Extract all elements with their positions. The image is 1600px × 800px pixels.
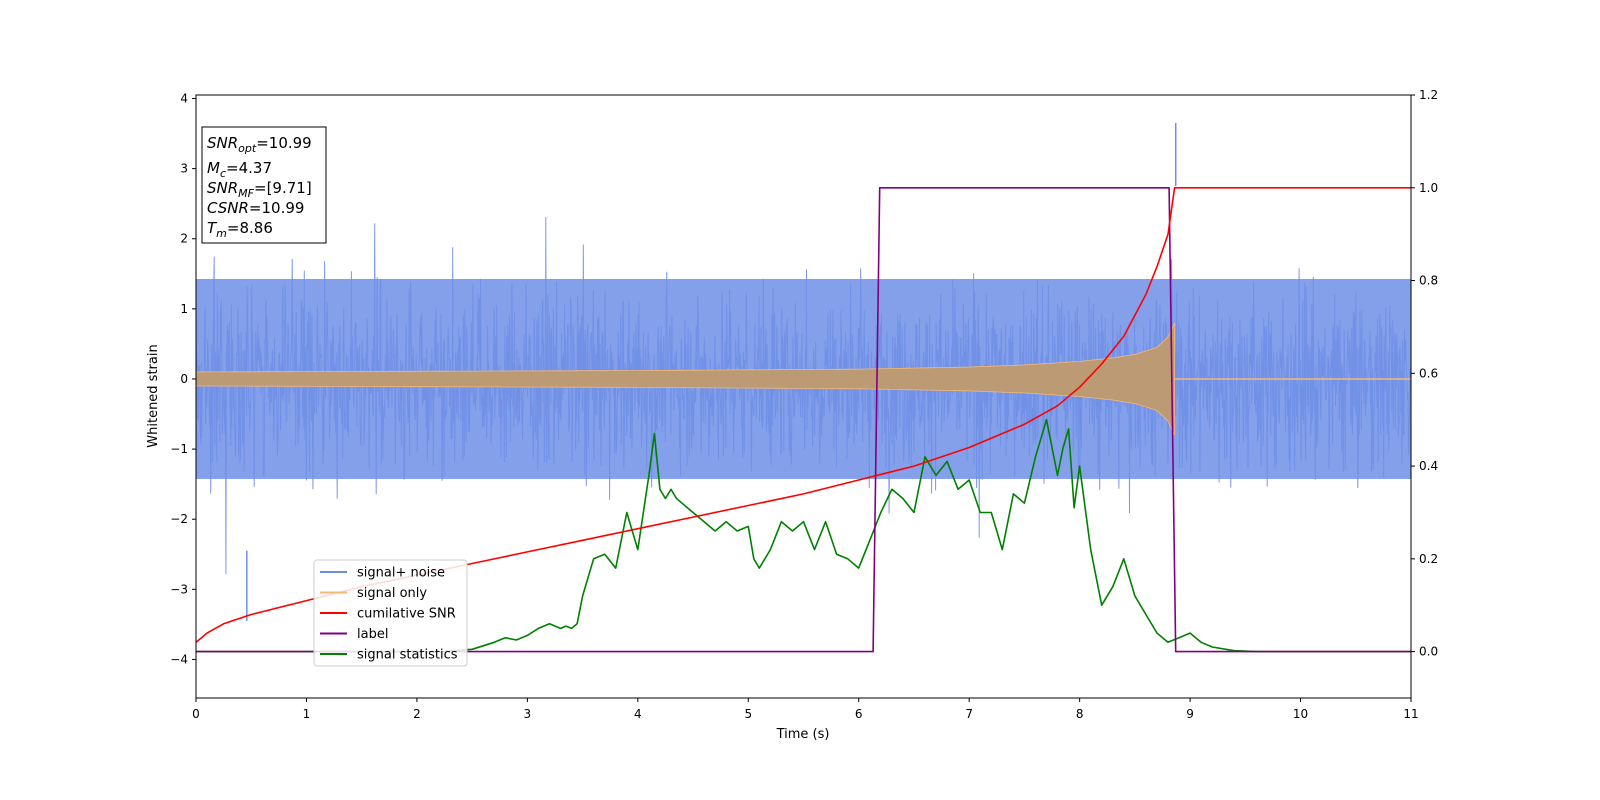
y-axis-label: Whitened strain <box>146 344 161 447</box>
signal-statistics-series <box>196 418 1411 653</box>
y2-axis-ticks: 0.0 0.2 0.4 0.6 0.8 1.0 1.2 <box>1411 88 1438 659</box>
y2-tick-label: 1.2 <box>1419 88 1438 102</box>
x-tick-label: 11 <box>1403 707 1418 721</box>
y2-tick-label: 0.2 <box>1419 552 1438 566</box>
annotation-line: SNRMF=[9.71] <box>207 179 312 200</box>
signal-only-area <box>196 322 1175 436</box>
y-tick-label: 2 <box>180 232 188 246</box>
signal-only-series <box>196 322 1411 436</box>
plot-frame <box>195 94 1412 699</box>
x-tick-label: 5 <box>744 707 752 721</box>
legend-label: signal statistics <box>357 648 458 663</box>
y2-tick-label: 0.4 <box>1419 459 1438 473</box>
legend-label: label <box>357 627 388 642</box>
x-tick-label: 4 <box>634 707 642 721</box>
x-tick-label: 7 <box>965 707 973 721</box>
annotation-line: Mc=4.37 <box>207 159 272 180</box>
y-tick-label: 1 <box>180 302 188 316</box>
y-axis-ticks: −4 −3 −2 −1 0 1 2 3 4 <box>170 92 196 666</box>
y2-tick-label: 0.6 <box>1419 366 1438 380</box>
y-tick-label: 4 <box>180 92 188 106</box>
y-tick-label: 0 <box>180 372 188 386</box>
annotation-line: Tm=8.86 <box>207 219 273 240</box>
y2-tick-label: 0.0 <box>1419 645 1438 659</box>
legend-frame <box>313 559 468 667</box>
y2-tick-label: 1.0 <box>1419 181 1438 195</box>
y2-tick-label: 0.8 <box>1419 274 1438 288</box>
x-tick-label: 2 <box>413 707 421 721</box>
legend-label: signal+ noise <box>357 566 445 581</box>
x-tick-label: 1 <box>303 707 311 721</box>
x-tick-label: 0 <box>192 707 200 721</box>
label-line <box>196 187 1411 653</box>
y-tick-label: −2 <box>170 512 188 526</box>
legend-label: signal only <box>357 586 427 601</box>
y-tick-label: 3 <box>180 162 188 176</box>
cumulative-snr-series <box>196 187 1411 643</box>
signal-statistics-line <box>196 418 1411 653</box>
y-tick-label: −3 <box>170 582 188 596</box>
x-tick-label: 9 <box>1186 707 1194 721</box>
x-tick-label: 10 <box>1293 707 1308 721</box>
annotation-line: SNRopt=10.99 <box>207 134 312 155</box>
x-tick-label: 3 <box>524 707 532 721</box>
y-tick-label: −1 <box>170 442 188 456</box>
annotation-frame <box>201 126 327 244</box>
plot-area <box>196 123 1411 653</box>
x-axis-label: Time (s) <box>776 727 830 742</box>
x-axis-ticks: 0 1 2 3 4 5 6 7 8 9 10 11 <box>192 698 1419 721</box>
annotation-line: CSNR=10.99 <box>207 199 304 217</box>
x-tick-label: 8 <box>1076 707 1084 721</box>
x-tick-label: 6 <box>855 707 863 721</box>
label-series <box>196 187 1411 653</box>
y-tick-label: −4 <box>170 652 188 666</box>
annotation-box: SNRopt=10.99 Mc=4.37SNRMF=[9.71]CSNR=10.9… <box>201 126 327 244</box>
cumulative-snr-line <box>196 187 1411 643</box>
legend: signal+ noise signal only cumilative SNR la… <box>313 559 468 667</box>
legend-label: cumilative SNR <box>357 607 456 622</box>
